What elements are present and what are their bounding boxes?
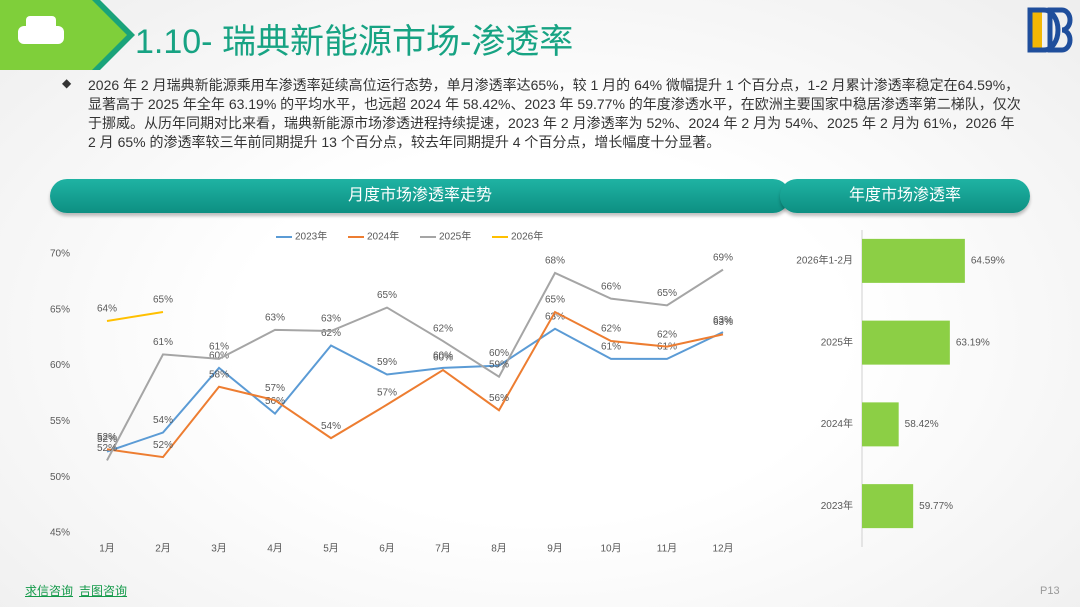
data-label: 58% bbox=[209, 369, 229, 380]
y-tick-label: 45% bbox=[50, 528, 70, 539]
car-icon bbox=[18, 26, 64, 44]
data-label: 62% bbox=[657, 329, 677, 340]
y-tick-label: 2025年 bbox=[821, 335, 853, 348]
data-label: 58.42% bbox=[905, 419, 939, 430]
bar bbox=[862, 484, 914, 529]
data-label: 61% bbox=[601, 342, 621, 353]
data-label: 62% bbox=[321, 328, 341, 339]
data-label: 61% bbox=[209, 342, 229, 353]
x-tick-label: 8月 bbox=[491, 543, 507, 555]
data-label: 60% bbox=[433, 350, 453, 361]
data-label: 62% bbox=[433, 324, 453, 335]
data-label: 63% bbox=[265, 313, 285, 324]
data-label: 52% bbox=[97, 443, 117, 454]
data-label: 54% bbox=[321, 421, 341, 432]
series-line bbox=[106, 311, 164, 322]
data-label: 65% bbox=[153, 295, 173, 306]
logo bbox=[1030, 10, 1042, 50]
x-tick-label: 9月 bbox=[547, 543, 563, 555]
data-label: 59.77% bbox=[919, 501, 953, 512]
y-tick-label: 2023年 bbox=[821, 499, 853, 512]
data-label: 60% bbox=[433, 353, 453, 364]
data-label: 65% bbox=[545, 295, 565, 306]
x-tick-label: 1月 bbox=[99, 543, 115, 555]
data-label: 60% bbox=[209, 350, 229, 361]
footer-link[interactable]: 求信咨询 bbox=[25, 584, 74, 598]
panel-title: 月度市场渗透率走势 bbox=[50, 179, 790, 213]
data-label: 59% bbox=[489, 359, 509, 370]
series-line bbox=[106, 310, 724, 459]
summary-text: 2026 年 2 月瑞典新能源乘用车渗透率延续高位运行态势，单月渗透率达65%，… bbox=[88, 77, 1021, 150]
x-tick-label: 10月 bbox=[600, 543, 621, 555]
data-label: 69% bbox=[713, 252, 733, 263]
x-tick-label: 7月 bbox=[435, 543, 451, 555]
legend-label: 2026年 bbox=[511, 230, 543, 243]
data-label: 65% bbox=[377, 290, 397, 301]
bar bbox=[862, 238, 965, 283]
legend-label: 2023年 bbox=[295, 230, 327, 243]
x-tick-label: 2月 bbox=[155, 543, 171, 555]
data-label: 61% bbox=[153, 337, 173, 348]
y-tick-label: 50% bbox=[50, 472, 70, 483]
data-label: 63.19% bbox=[956, 337, 990, 348]
page-title: 1.10- 瑞典新能源市场-渗透率 bbox=[135, 23, 574, 61]
x-tick-label: 11月 bbox=[657, 543, 677, 555]
y-tick-label: 70% bbox=[50, 249, 70, 260]
y-tick-label: 55% bbox=[50, 416, 70, 427]
bullet: ◆ bbox=[62, 76, 72, 90]
legend-label: 2024年 bbox=[367, 230, 399, 243]
footer-link[interactable]: 吉图咨询 bbox=[79, 584, 128, 598]
y-tick-label: 60% bbox=[50, 360, 70, 371]
x-tick-label: 12月 bbox=[712, 543, 733, 555]
data-label: 57% bbox=[265, 383, 285, 394]
data-label: 56% bbox=[489, 393, 509, 404]
x-tick-label: 5月 bbox=[323, 543, 339, 555]
y-tick-label: 65% bbox=[50, 304, 70, 315]
x-tick-label: 6月 bbox=[379, 543, 395, 555]
data-label: 54% bbox=[153, 415, 173, 426]
data-label: 66% bbox=[601, 281, 621, 292]
data-label: 52% bbox=[97, 434, 117, 445]
data-label: 57% bbox=[377, 387, 397, 398]
series-line bbox=[106, 268, 724, 461]
data-label: 65% bbox=[657, 288, 677, 299]
data-label: 63% bbox=[713, 315, 733, 326]
data-label: 63% bbox=[321, 314, 341, 325]
x-tick-label: 3月 bbox=[211, 543, 227, 555]
data-label: 59% bbox=[377, 357, 397, 368]
data-label: 68% bbox=[545, 256, 565, 267]
data-label: 52% bbox=[97, 432, 117, 443]
data-label: 60% bbox=[489, 348, 509, 359]
bar bbox=[862, 320, 950, 365]
y-tick-label: 2024年 bbox=[821, 417, 853, 430]
data-label: 56% bbox=[265, 396, 285, 407]
car-icon bbox=[26, 16, 56, 30]
bar bbox=[862, 402, 899, 447]
y-tick-label: 2026年1-2月 bbox=[796, 254, 853, 267]
data-label: 63% bbox=[713, 317, 733, 328]
page-number: P13 bbox=[1040, 585, 1060, 597]
logo bbox=[1047, 7, 1073, 53]
x-tick-label: 4月 bbox=[267, 543, 283, 555]
header-band-edge bbox=[92, 0, 135, 70]
legend-label: 2025年 bbox=[439, 230, 471, 243]
series-line bbox=[106, 327, 724, 453]
data-label: 52% bbox=[153, 440, 173, 451]
data-label: 64% bbox=[97, 304, 117, 315]
data-label: 63% bbox=[545, 311, 565, 322]
data-label: 64.59% bbox=[971, 256, 1005, 267]
panel-title: 年度市场渗透率 bbox=[780, 179, 1030, 213]
data-label: 62% bbox=[601, 324, 621, 335]
footer-links: 求信咨询 吉图咨询 bbox=[25, 582, 133, 599]
